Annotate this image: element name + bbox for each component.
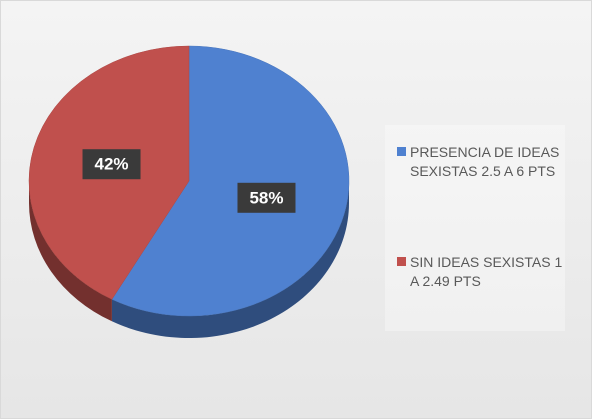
data-label: 42%: [94, 155, 128, 174]
legend-label: PRESENCIA DE IDEAS SEXISTAS 2.5 A 6 PTS: [410, 144, 560, 179]
legend-entry: SIN IDEAS SEXISTAS 1 A 2.49 PTS: [397, 253, 568, 291]
data-label-box: [237, 182, 296, 213]
legend-entry: PRESENCIA DE IDEAS SEXISTAS 2.5 A 6 PTS: [397, 143, 568, 181]
slice-side: [28, 181, 112, 322]
legend-swatch: [397, 147, 406, 156]
legend: PRESENCIA DE IDEAS SEXISTAS 2.5 A 6 PTS S…: [385, 125, 565, 331]
legend-label: SIN IDEAS SEXISTAS 1 A 2.49 PTS: [410, 254, 563, 289]
legend-swatch: [397, 257, 406, 266]
data-label: 58%: [249, 188, 283, 207]
pie-plot: 58% 42%: [28, 45, 350, 338]
slice: [111, 45, 350, 317]
data-label-box: [82, 149, 141, 180]
slice-side: [111, 181, 350, 338]
